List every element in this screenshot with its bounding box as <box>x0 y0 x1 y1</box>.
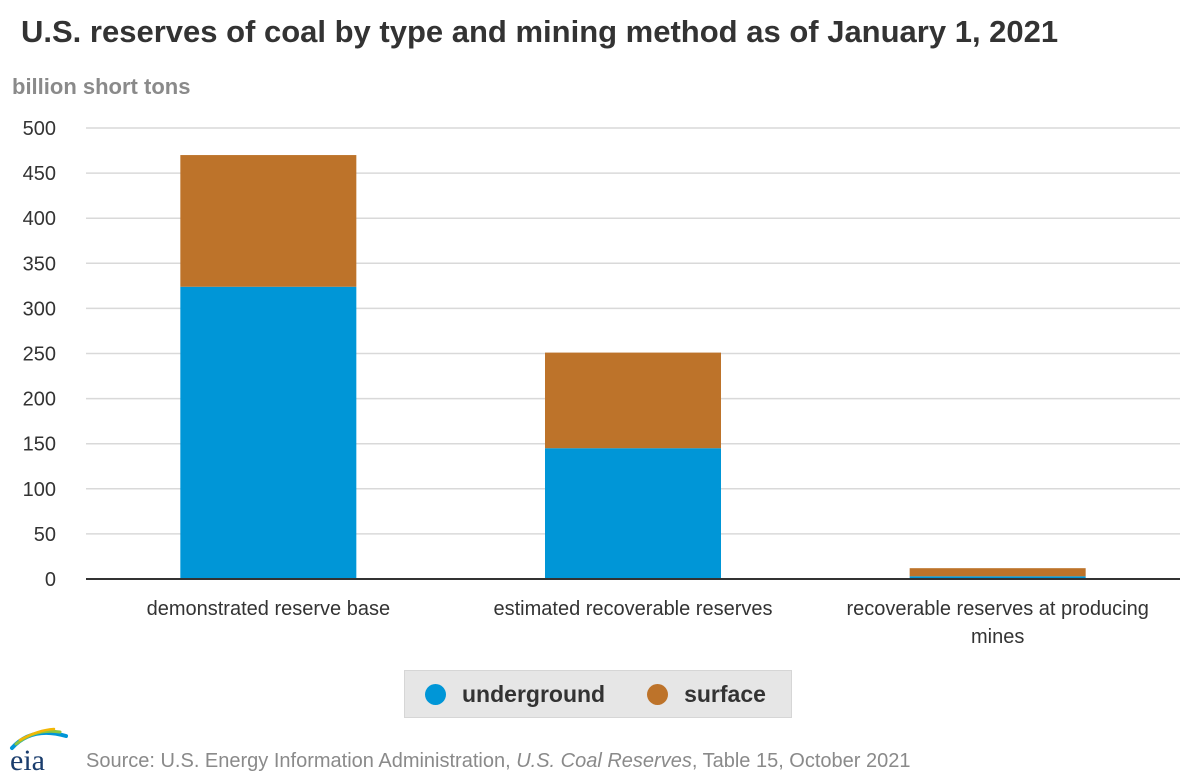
legend: underground surface <box>404 670 792 718</box>
chart-title: U.S. reserves of coal by type and mining… <box>21 14 1059 49</box>
x-tick-label-0: demonstrated reserve base <box>147 598 390 620</box>
bar-surface-0 <box>180 155 357 287</box>
y-axis-unit-label: billion short tons <box>12 74 191 99</box>
stacked-bar-chart: 0 50 100 150 200 250 300 350 400 450 500 demonstrat… <box>23 118 1180 648</box>
y-tick-label-50: 50 <box>34 524 56 546</box>
eia-logo: eia <box>10 727 68 776</box>
footer: eia Source: U.S. Energy Information Admi… <box>0 726 1200 780</box>
legend-item-surface: surface <box>647 681 766 708</box>
legend-swatch-underground <box>425 683 446 705</box>
y-tick-label-100: 100 <box>23 479 56 501</box>
y-tick-label-450: 450 <box>23 163 56 185</box>
y-tick-label-200: 200 <box>23 389 56 411</box>
source-note: Source: U.S. Energy Information Administ… <box>86 750 911 773</box>
source-suffix: , Table 15, October 2021 <box>691 750 911 772</box>
bar-underground-2 <box>909 576 1086 579</box>
x-tick-label-2: recoverable reserves at producing <box>846 598 1148 620</box>
source-prefix: Source: U.S. Energy Information Administ… <box>86 750 517 772</box>
x-tick-label-1: estimated recoverable reserves <box>493 598 772 620</box>
y-tick-label-250: 250 <box>23 344 56 366</box>
x-tick-label-2-line2: mines <box>971 626 1024 648</box>
bar-surface-2 <box>909 568 1086 577</box>
y-tick-label-300: 300 <box>23 298 56 320</box>
y-tick-label-150: 150 <box>23 434 56 456</box>
y-tick-label-500: 500 <box>23 118 56 140</box>
legend-swatch-surface <box>647 683 669 705</box>
legend-item-underground: underground <box>425 681 605 708</box>
legend-label-surface: surface <box>684 680 766 707</box>
legend-label-underground: underground <box>462 680 606 707</box>
bar-underground-0 <box>180 286 357 579</box>
bar-underground-1 <box>545 448 721 579</box>
y-tick-label-400: 400 <box>23 208 56 230</box>
y-tick-label-350: 350 <box>23 253 56 275</box>
eia-logo-text: eia <box>10 744 45 776</box>
bar-surface-1 <box>545 352 721 449</box>
source-publication: U.S. Coal Reserves <box>516 750 692 772</box>
y-tick-label-0: 0 <box>45 569 56 591</box>
